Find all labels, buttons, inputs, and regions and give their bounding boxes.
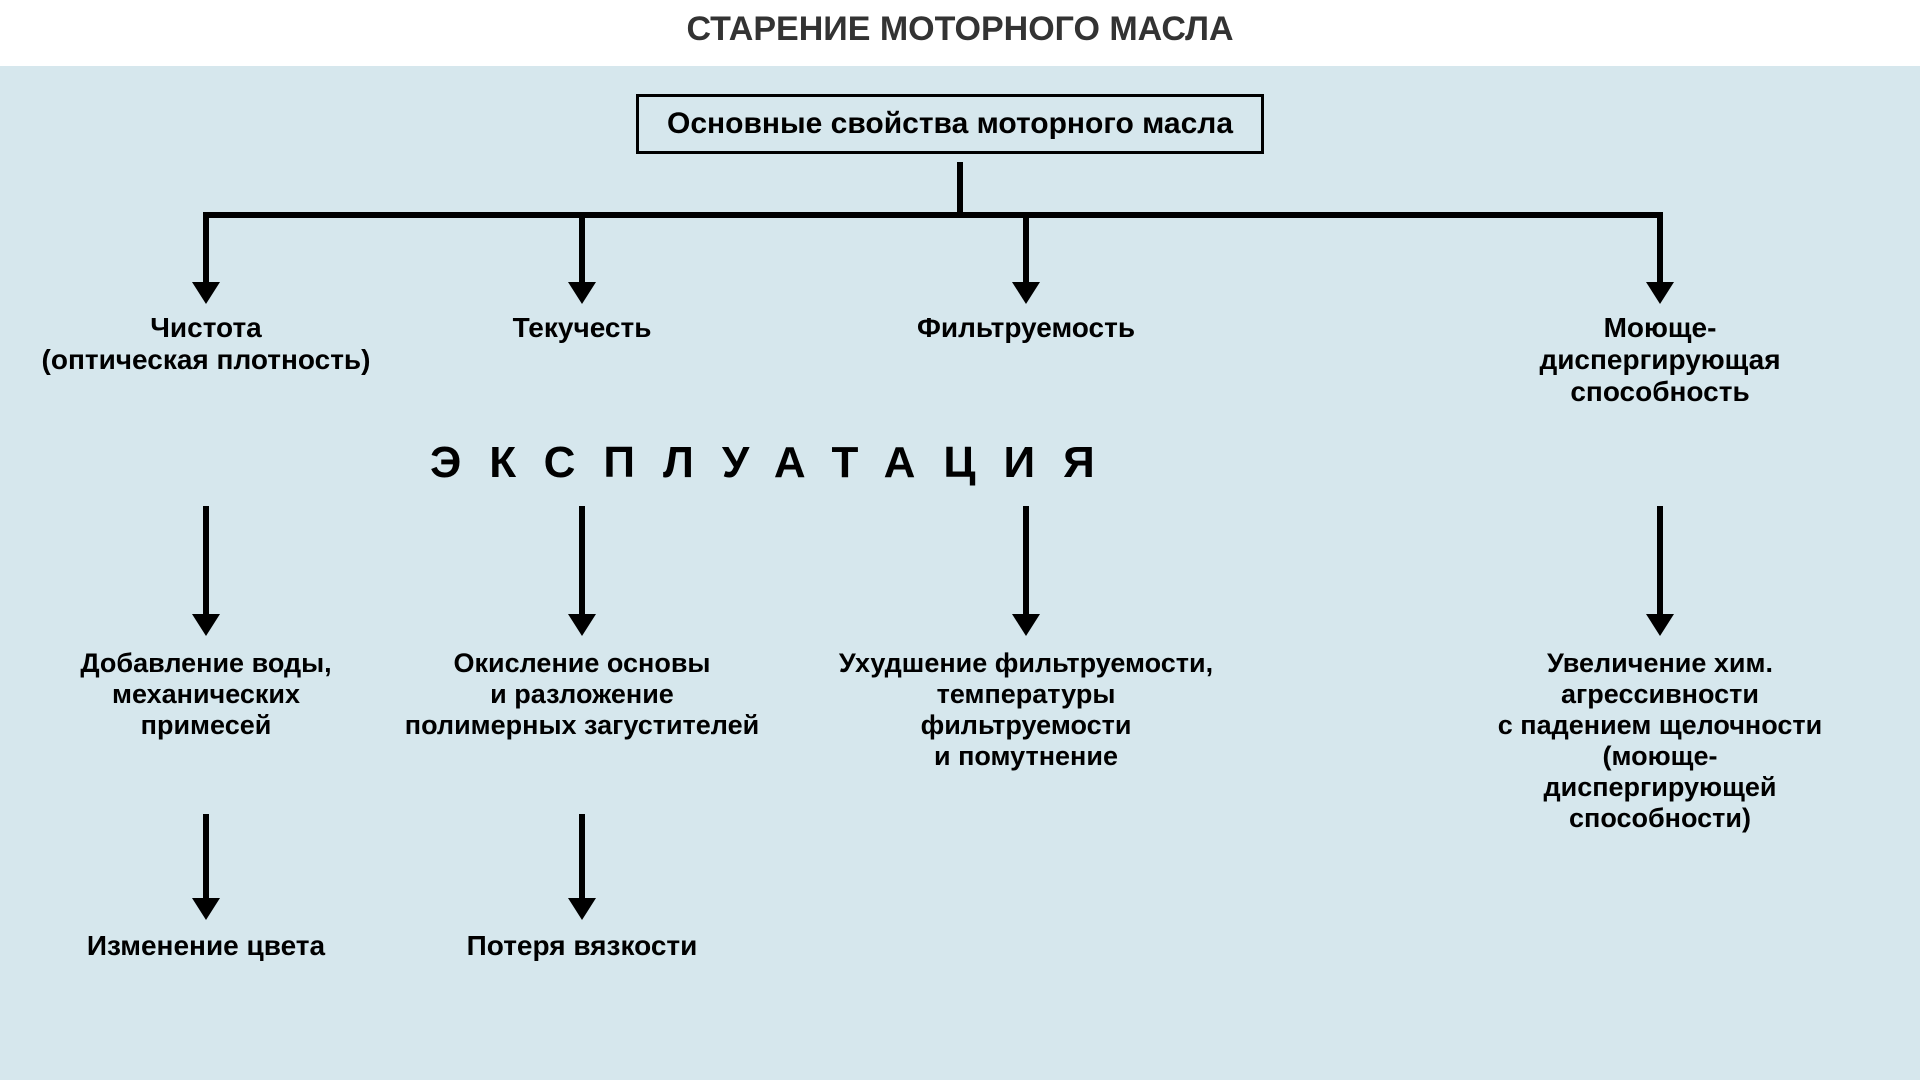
row3-col0: Изменение цвета [36, 930, 376, 962]
arrow-mid-2 [1012, 614, 1040, 636]
exploitation-banner: ЭКСПЛУАТАЦИЯ [430, 438, 1123, 488]
arrow-branch-2 [1012, 282, 1040, 304]
row2-col0: Добавление воды, механических примесей [26, 648, 386, 741]
connector-branch-2 [1023, 212, 1029, 284]
arrow-mid-1 [568, 614, 596, 636]
connector-third-1 [579, 814, 585, 900]
row1-col0: Чистота (оптическая плотность) [16, 312, 396, 376]
diagram-panel: Основные свойства моторного масла Чистот… [0, 66, 1920, 1080]
arrow-third-0 [192, 898, 220, 920]
row2-col2: Ухудшение фильтруемости, температуры фил… [796, 648, 1256, 772]
connector-mid-1 [579, 506, 585, 616]
row1-col1: Текучесть [452, 312, 712, 344]
page-title: СТАРЕНИЕ МОТОРНОГО МАСЛА [0, 10, 1920, 49]
connector-mid-3 [1657, 506, 1663, 616]
connector-mid-2 [1023, 506, 1029, 616]
arrow-third-1 [568, 898, 596, 920]
row1-col2: Фильтруемость [876, 312, 1176, 344]
arrow-branch-0 [192, 282, 220, 304]
arrow-branch-3 [1646, 282, 1674, 304]
page: СТАРЕНИЕ МОТОРНОГО МАСЛА Основные свойст… [0, 0, 1920, 1080]
arrow-branch-1 [568, 282, 596, 304]
row3-col1: Потеря вязкости [412, 930, 752, 962]
row1-col3: Моюще- диспергирующая способность [1480, 312, 1840, 408]
row2-col3: Увеличение хим. агрессивности с падением… [1460, 648, 1860, 834]
arrow-mid-0 [192, 614, 220, 636]
row2-col1: Окисление основы и разложение полимерных… [372, 648, 792, 741]
arrow-mid-3 [1646, 614, 1674, 636]
connector-branch-1 [579, 212, 585, 284]
connector-branch-3 [1657, 212, 1663, 284]
connector-hbar [206, 212, 1660, 218]
root-node: Основные свойства моторного масла [636, 94, 1264, 154]
connector-branch-0 [203, 212, 209, 284]
connector-mid-0 [203, 506, 209, 616]
connector-root-stub [957, 162, 963, 212]
connector-third-0 [203, 814, 209, 900]
